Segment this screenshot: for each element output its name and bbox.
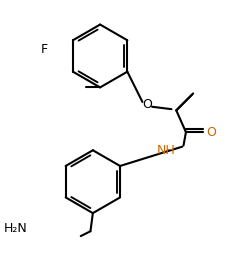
Text: H₂N: H₂N xyxy=(4,222,28,235)
Text: O: O xyxy=(142,98,152,111)
Text: NH: NH xyxy=(156,144,175,157)
Text: F: F xyxy=(41,43,48,57)
Text: O: O xyxy=(206,126,216,139)
